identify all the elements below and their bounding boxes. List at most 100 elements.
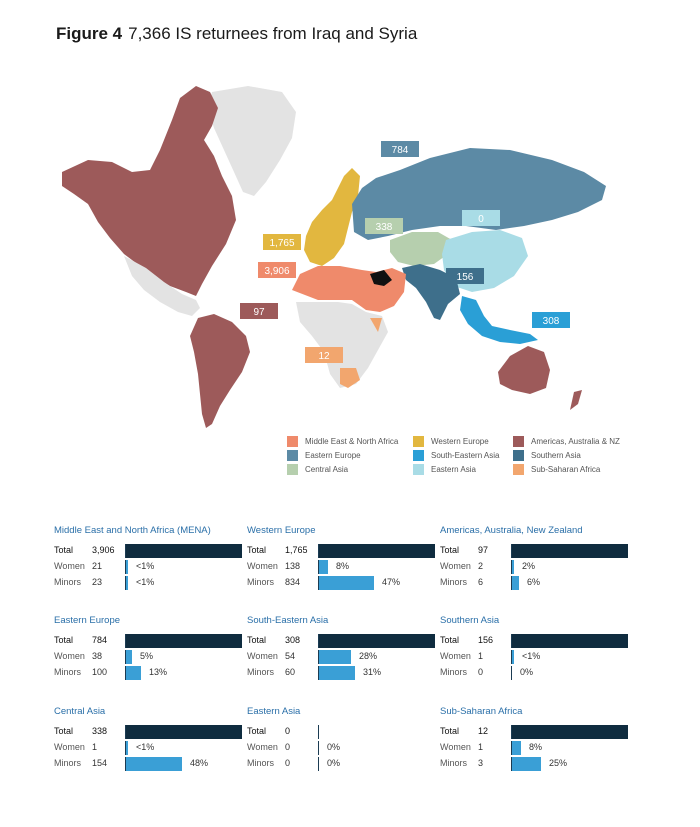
figure-title: Figure 4 7,366 IS returnees from Iraq and…	[56, 24, 417, 44]
land-iraq-syria	[370, 270, 392, 286]
row-minors: Minors 3 25%	[440, 757, 626, 771]
row-value: 21	[92, 561, 103, 571]
row-total: Total 12	[440, 725, 628, 739]
land-new-zealand	[570, 390, 582, 410]
bar-minors	[126, 757, 182, 771]
panel-title: Middle East and North Africa (MENA)	[54, 525, 211, 536]
land-americas-north	[62, 86, 236, 296]
land-australia	[498, 346, 550, 394]
bar-baseline	[511, 560, 512, 574]
panel-title: Southern Asia	[440, 615, 500, 626]
legend-label: Southern Asia	[531, 451, 581, 460]
row-total: Total 0	[247, 725, 433, 739]
panel-title: Americas, Australia, New Zealand	[440, 525, 583, 536]
row-value: 97	[478, 545, 489, 555]
row-label: Women	[440, 742, 471, 752]
map-label-southern-asia: 156	[446, 268, 484, 284]
row-label: Total	[54, 726, 74, 736]
bar-baseline	[511, 576, 512, 590]
svg-text:12: 12	[318, 351, 330, 362]
row-women: Women 1 <1%	[440, 650, 626, 664]
bar-baseline	[125, 725, 126, 739]
bar-baseline	[125, 650, 126, 664]
row-value: 1	[478, 742, 484, 752]
bar-women	[512, 560, 514, 574]
bar-pct-label: 47%	[382, 577, 401, 587]
legend-label: Sub-Saharan Africa	[531, 465, 601, 474]
row-label: Minors	[54, 667, 82, 677]
row-women: Women 138 8%	[247, 560, 433, 574]
row-value: 100	[92, 667, 108, 677]
bar-women	[319, 650, 351, 664]
row-total: Total 97	[440, 544, 628, 558]
row-label: Total	[440, 635, 460, 645]
row-label: Women	[440, 651, 471, 661]
legend-swatch	[287, 436, 298, 447]
legend-swatch	[413, 464, 424, 475]
legend-swatch	[287, 464, 298, 475]
row-value: 0	[285, 758, 291, 768]
panel-title: Sub-Saharan Africa	[440, 706, 523, 717]
panel-title: Eastern Europe	[54, 615, 121, 626]
row-label: Women	[54, 742, 85, 752]
legend-item: Southern Asia	[513, 450, 581, 461]
map-label-eastern-asia: 0	[462, 210, 500, 226]
row-value: 834	[285, 577, 301, 587]
svg-text:156: 156	[457, 272, 474, 283]
row-label: Total	[247, 545, 267, 555]
land-southern-asia	[402, 264, 460, 320]
row-total: Total 338	[54, 725, 242, 739]
bar-women	[319, 560, 328, 574]
map-label-central-asia: 338	[365, 218, 403, 234]
figure-title-text: 7,366 IS returnees from Iraq and Syria	[128, 24, 418, 43]
world-map: 784 1,765 338 0 3,906 156 97 308 12	[62, 86, 606, 428]
legend-swatch	[513, 450, 524, 461]
map-label-south-eastern-asia: 308	[532, 312, 570, 328]
row-minors: Minors 154 48%	[54, 757, 240, 771]
panel-title: Central Asia	[54, 706, 106, 717]
row-label: Total	[247, 635, 267, 645]
bar-women	[126, 560, 128, 574]
row-value: 54	[285, 651, 296, 661]
bar-pct-label: 25%	[549, 758, 568, 768]
bar-baseline	[318, 576, 319, 590]
bar-baseline	[318, 650, 319, 664]
row-value: 138	[285, 561, 301, 571]
row-label: Minors	[247, 758, 275, 768]
bar-baseline	[318, 544, 319, 558]
bar-baseline	[125, 741, 126, 755]
bar-total	[512, 634, 628, 648]
bar-pct-label: 0%	[327, 758, 341, 768]
bar-minors	[319, 576, 374, 590]
row-label: Women	[440, 561, 471, 571]
legend-swatch	[287, 450, 298, 461]
row-women: Women 2 2%	[440, 560, 626, 574]
svg-text:1,765: 1,765	[269, 238, 294, 249]
row-value: 3,906	[92, 545, 115, 555]
row-women: Women 1 8%	[440, 741, 626, 755]
bar-minors	[126, 666, 141, 680]
row-label: Minors	[54, 577, 82, 587]
row-label: Total	[440, 726, 460, 736]
row-total: Total 308	[247, 634, 435, 648]
bar-baseline	[318, 725, 319, 739]
legend-item: Eastern Asia	[413, 464, 476, 475]
bar-baseline	[125, 544, 126, 558]
row-value: 0	[285, 726, 291, 736]
bar-pct-label: <1%	[136, 561, 155, 571]
row-label: Total	[54, 545, 74, 555]
panel-title: South-Eastern Asia	[247, 615, 329, 626]
bar-women	[512, 741, 521, 755]
row-label: Total	[54, 635, 74, 645]
land-americas-south	[190, 314, 250, 428]
bar-baseline	[125, 576, 126, 590]
row-label: Minors	[440, 667, 468, 677]
bar-baseline	[511, 666, 512, 680]
row-value: 0	[478, 667, 484, 677]
legend-item: South-Eastern Asia	[413, 450, 499, 461]
row-value: 2	[478, 561, 484, 571]
bar-pct-label: <1%	[522, 651, 541, 661]
row-minors: Minors 0 0%	[440, 666, 626, 680]
legend-label: Americas, Australia & NZ	[531, 437, 620, 446]
row-value: 1,765	[285, 545, 308, 555]
